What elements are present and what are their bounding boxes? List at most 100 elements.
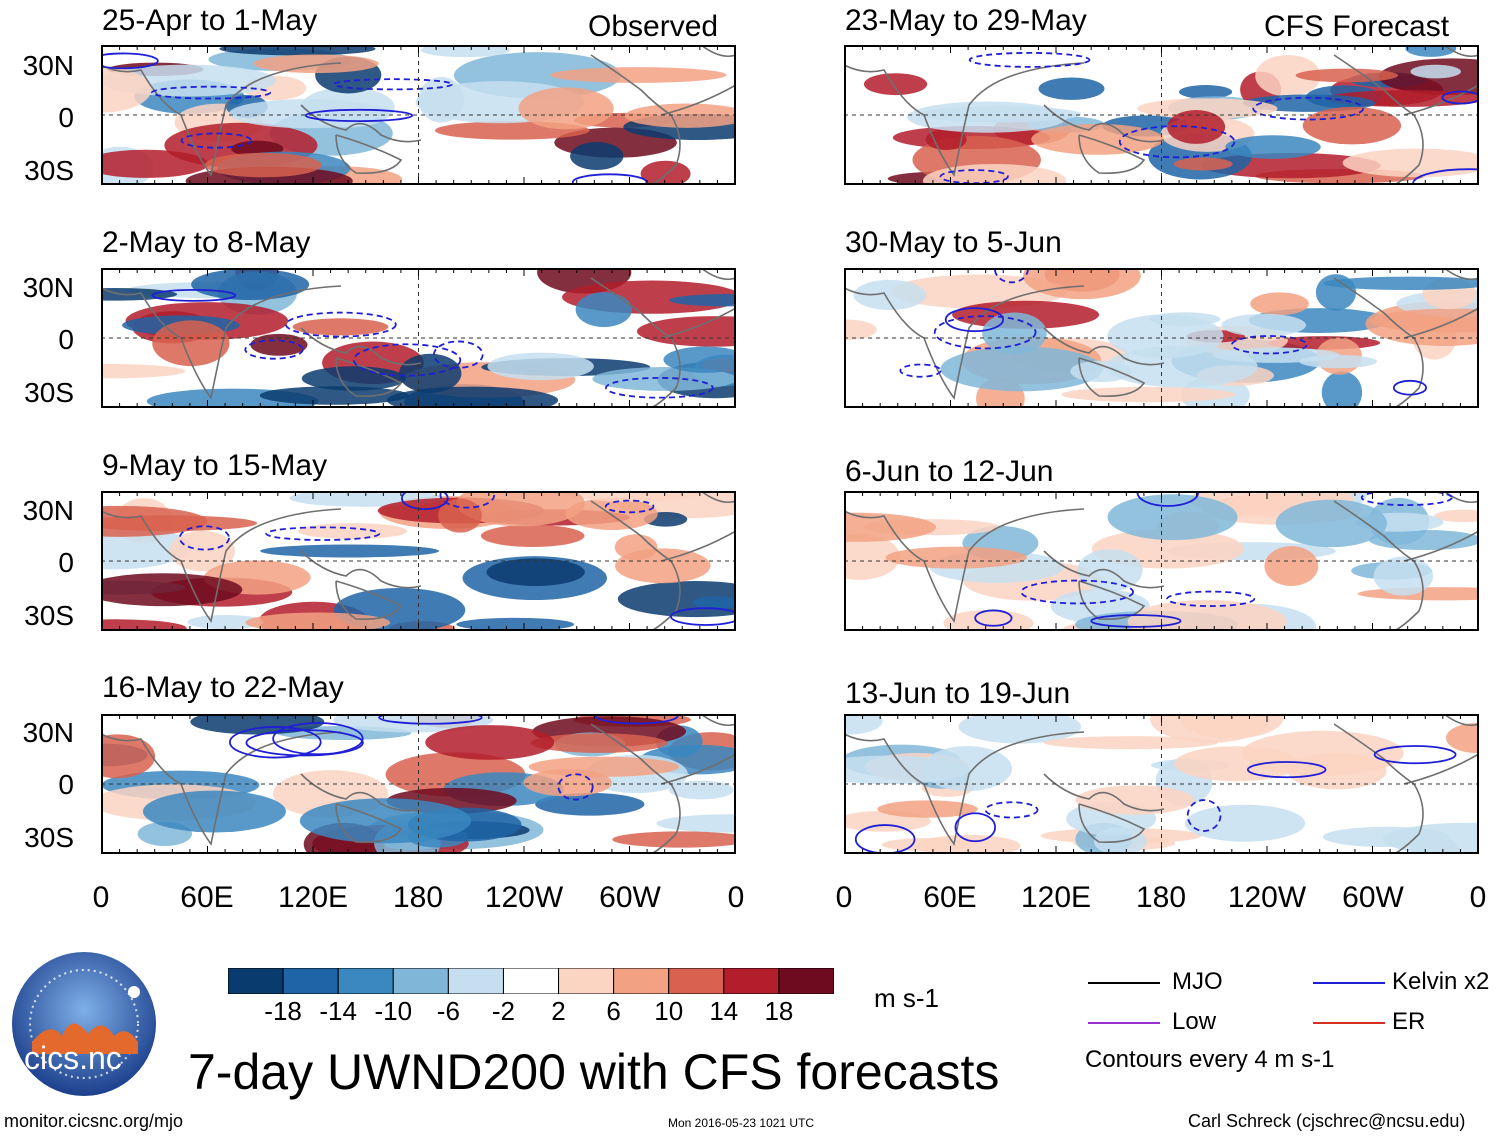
anomaly-blob [1061,386,1236,403]
colorbar-unit: m s-1 [874,983,939,1013]
anomaly-blob [152,320,230,367]
anomaly-blob [844,319,877,340]
panel-title-obs-3: 9-May to 15-May [102,449,328,482]
colorbar-tick: 10 [654,996,684,1026]
cics-logo [12,952,156,1096]
anomaly-blob [1075,785,1195,815]
anomaly-blob [656,814,736,833]
anomaly-blob [1295,68,1398,83]
coastline [1403,84,1479,116]
lat-label-30s: 30S [24,822,74,853]
anomaly-blob [1127,599,1287,631]
anomaly-blob [1369,308,1479,333]
anomaly-blob [1150,714,1271,743]
colorbar-swatch [613,968,670,994]
contour [272,722,364,756]
anomaly-blob [1446,723,1479,754]
anomaly-blob [663,346,736,373]
coastlines [844,714,1479,854]
colorbar-swatch [778,968,834,994]
coastline [700,45,736,58]
anomaly-blob [204,152,322,178]
coastline [300,327,422,366]
anomaly-blob [301,366,406,391]
footer-url[interactable]: monitor.cicsnc.org/mjo [4,1111,184,1131]
colorbar-tick: 14 [709,996,739,1026]
anomaly-blob [570,142,624,171]
coastline [101,731,342,846]
legend-label-mjo: MJO [1172,968,1223,995]
contour [1441,90,1479,105]
colorbar-swatch [228,968,284,994]
lon-label-60w: 60W [599,881,661,914]
lon-label-0-end: 0 [1469,881,1487,914]
anomaly-field [844,491,1479,631]
colorbar-tick: -2 [491,996,516,1026]
lat-label-30s: 30S [24,600,74,631]
anomaly-blob [101,619,187,631]
coastline [700,714,736,727]
contour [968,52,1091,68]
anomaly-blob [101,734,156,779]
map-panel-obs-1 [101,45,736,185]
anomaly-blob [565,497,658,530]
anomaly-blob [1405,45,1457,57]
contour [954,812,997,843]
coastline [1043,104,1165,143]
anomaly-blob [190,714,325,735]
anomaly-blob [1250,292,1309,316]
legend-label-low: Low [1172,1008,1217,1035]
anomaly-blob [292,318,389,336]
lat-label-30n: 30N [22,272,74,303]
anomaly-field [844,714,1479,854]
map-panel-obs-4 [101,714,736,854]
anomaly-blob [169,530,235,572]
colorbar-swatch [337,968,394,994]
lon-label-0: 0 [835,881,853,914]
anomaly-blob [624,103,736,128]
lat-label-0: 0 [58,547,74,578]
anomaly-blob [1264,546,1319,587]
lat-label-30n: 30N [22,50,74,81]
anomaly-blob [612,831,736,848]
anomaly-blob [592,367,736,391]
legend-line-low [1088,1022,1160,1024]
kelvin-contours [854,745,1457,854]
map-panel-fc-3 [844,491,1479,631]
anomaly-blob [692,596,736,610]
anomaly-blob [101,149,209,178]
coastline [1078,803,1146,844]
kelvin-contours [939,52,1479,185]
panel-title-fc-2: 30-May to 5-Jun [845,226,1062,259]
map-panel-fc-2 [844,268,1479,408]
colorbar-tick: -6 [436,996,460,1026]
footer-author: Carl Schreck (cjschrec@ncsu.edu) [1188,1111,1466,1131]
lon-label-120w: 120W [484,881,564,914]
lon-label-180: 180 [392,881,444,914]
coastline [844,62,1085,177]
map-panel-obs-3 [101,491,736,631]
logo-text: cics.nc [24,1040,122,1076]
contour [1020,579,1134,605]
map-panel-obs-2 [101,268,736,408]
colorbar-tick: -18 [264,996,302,1026]
coastline [300,773,422,812]
anomaly-blob [1410,64,1461,79]
lon-label-0: 0 [92,881,110,914]
observed-header: Observed [588,10,719,43]
coastlines [101,491,736,631]
anomaly-blob [1107,494,1238,541]
contour [244,339,304,360]
contour [151,288,237,302]
anomaly-blob [101,505,208,537]
anomaly-blob [1178,85,1233,99]
lon-label-0-end: 0 [727,881,745,914]
contour [400,491,449,511]
colorbar-tick: 6 [606,996,621,1026]
anomaly-blob [1031,123,1164,155]
lat-label-30n: 30N [22,495,74,526]
anomaly-blob [101,363,186,379]
anomaly-blob [191,268,310,301]
panel-title-fc-1: 23-May to 29-May [845,4,1087,37]
anomaly-blob [1302,106,1402,145]
